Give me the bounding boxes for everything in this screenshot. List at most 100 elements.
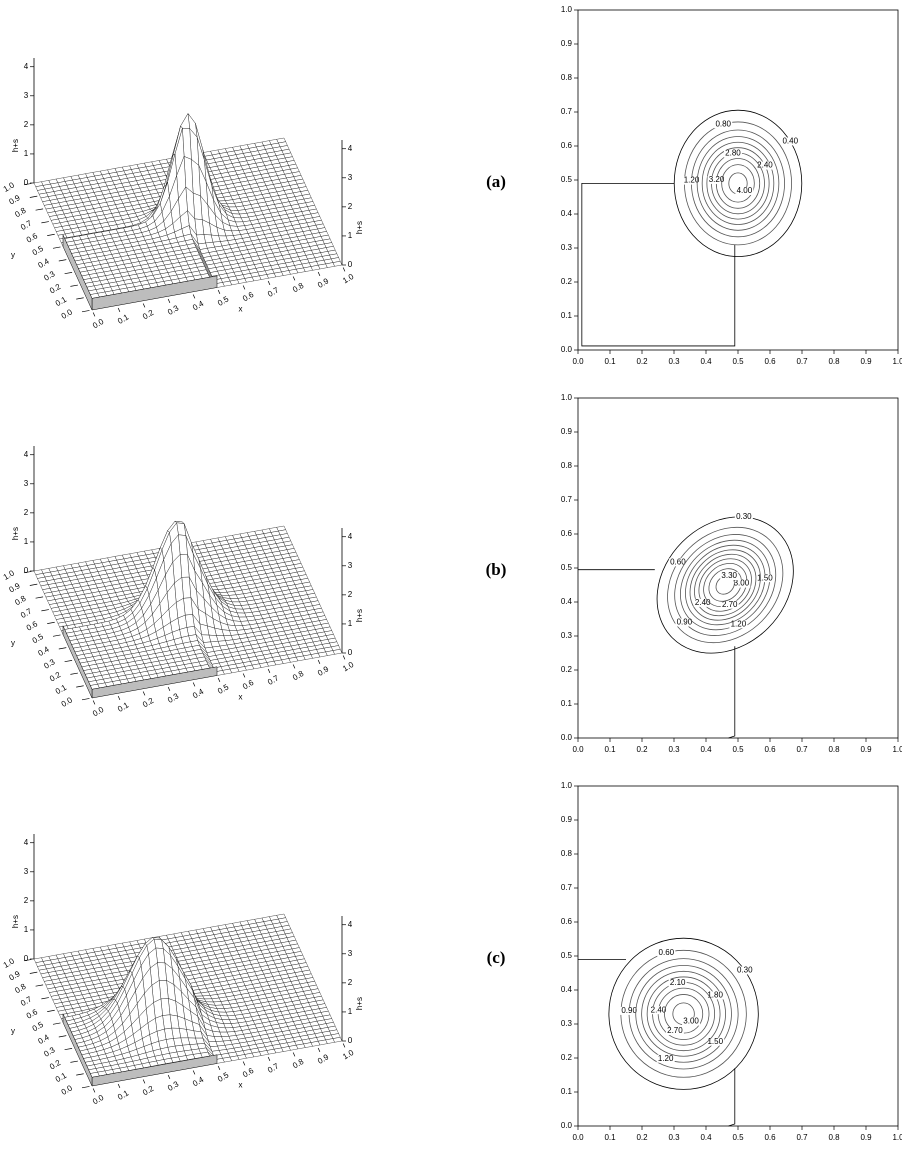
contour-label: 0.90	[621, 1006, 637, 1015]
y-tick	[23, 571, 32, 574]
contour-label-bg	[706, 1037, 725, 1046]
y-tick	[41, 997, 49, 1000]
contour-line	[701, 141, 775, 225]
x-tick-label: 0.2	[636, 357, 648, 366]
z-tick-label: 3	[24, 479, 29, 488]
contour-label: 1.50	[707, 1037, 723, 1046]
x-tick-label: 0.8	[291, 669, 306, 683]
contour-line	[674, 534, 777, 636]
contour-label-bg	[682, 1017, 701, 1026]
z-tick-label: 1	[348, 231, 353, 240]
x-axis-title: x	[239, 304, 243, 313]
y-tick-label: 0.5	[31, 1020, 46, 1034]
contour-label-bg	[714, 120, 733, 129]
x-tick-label: 0.5	[732, 745, 744, 754]
contour-line	[691, 129, 785, 238]
x-tick-label: 0.5	[216, 682, 231, 696]
x-tick-label: 0.5	[732, 1133, 744, 1142]
x-tick-label: 0.3	[668, 745, 680, 754]
x-tick-label: 0.6	[764, 1133, 776, 1142]
x-tick	[267, 1056, 271, 1061]
contour-line	[698, 558, 752, 612]
y-tick-label: 0.4	[561, 209, 573, 218]
contour-label: 2.70	[667, 1026, 683, 1035]
contour-label: 2.80	[725, 149, 741, 158]
y-tick	[29, 195, 38, 198]
y-tick-label: 0.6	[25, 231, 40, 245]
y-tick-label: 0.8	[13, 982, 28, 996]
contour-line	[728, 646, 736, 739]
z-tick-label: 0	[24, 178, 29, 187]
z-tick-label: 2	[348, 978, 353, 987]
contour-line	[721, 164, 755, 203]
surface-wall	[62, 234, 93, 311]
z-tick-label: 3	[348, 173, 353, 182]
y-tick	[35, 984, 44, 987]
z-tick-label: 0	[24, 566, 29, 575]
y-tick-label: 1.0	[561, 5, 573, 14]
contour-label: 1.50	[757, 573, 773, 582]
z-tick-label: 3	[24, 867, 29, 876]
contour-line	[635, 964, 732, 1063]
contour-label: 1.80	[707, 990, 723, 999]
contour-label-bg	[668, 558, 687, 567]
x-tick-label: 0.4	[191, 1075, 206, 1089]
x-tick-label: 0.4	[191, 299, 206, 313]
x-tick-label: 0.2	[141, 1084, 156, 1098]
y-tick-label: 0.1	[561, 311, 573, 320]
x-tick-label: 0.0	[91, 317, 106, 331]
panel-label: (c)	[487, 948, 506, 967]
contour-label-bg	[682, 176, 701, 185]
y-tick	[76, 297, 84, 300]
x-tick-label: 0.9	[316, 276, 331, 290]
contour-label-bg	[781, 137, 800, 146]
contour-label-bg	[734, 513, 753, 522]
contour-line	[646, 976, 721, 1052]
surface-cell	[180, 112, 190, 129]
y-tick	[23, 959, 32, 962]
contour-label: 2.40	[757, 161, 773, 170]
contour-label-bg	[665, 1027, 684, 1036]
plot-frame	[577, 9, 899, 351]
y-tick	[64, 660, 73, 663]
y-tick-label: 0.6	[25, 619, 40, 633]
x-tick	[117, 1083, 121, 1088]
x-tick	[192, 294, 196, 299]
y-tick-label: 0.9	[8, 193, 23, 207]
y-tick	[58, 1035, 67, 1038]
x-tick-label: 0.1	[116, 1088, 131, 1102]
contour-label-bg	[735, 966, 754, 975]
contour-label-bg	[668, 978, 687, 987]
contour-line	[679, 539, 771, 631]
x-tick	[92, 1088, 96, 1093]
x-tick	[292, 1052, 296, 1057]
contour-label-bg	[735, 186, 754, 195]
y-tick-label: 0.6	[561, 529, 573, 538]
z-tick-label: 4	[24, 450, 29, 459]
contour-label: 0.60	[659, 948, 675, 957]
x-axis-title: x	[239, 692, 243, 701]
panel-label: (a)	[486, 172, 506, 191]
x-tick-label: 0.4	[700, 1133, 712, 1142]
z-tick-label: 1	[348, 619, 353, 628]
y-tick-label: 0.6	[25, 1007, 40, 1021]
z-tick-label: 4	[24, 838, 29, 847]
x-tick	[342, 655, 346, 660]
y-tick-label: 0.5	[561, 175, 573, 184]
y-tick	[29, 583, 38, 586]
z-axis-title: h+s	[11, 139, 20, 152]
z-tick-label: 0	[24, 954, 29, 963]
y-tick	[23, 183, 32, 186]
contour-label: 0.90	[677, 618, 693, 627]
x-tick-label: 0.3	[668, 357, 680, 366]
z-tick-label: 3	[348, 561, 353, 570]
contour-plot: 0.0 0.1 0.2 0.3 0.4 0.5 0.6 0.7 0.8 0.9 1.0 0.0 0.1 0…	[487, 781, 902, 1142]
y-tick-label: 0.6	[561, 141, 573, 150]
y-tick	[81, 1086, 90, 1089]
contour-label-bg	[729, 620, 748, 629]
x-tick-label: 0.0	[572, 1133, 584, 1142]
contour-label: 2.40	[695, 598, 711, 607]
contour-line	[641, 970, 726, 1057]
x-tick	[192, 682, 196, 687]
contour-label-bg	[723, 149, 742, 158]
